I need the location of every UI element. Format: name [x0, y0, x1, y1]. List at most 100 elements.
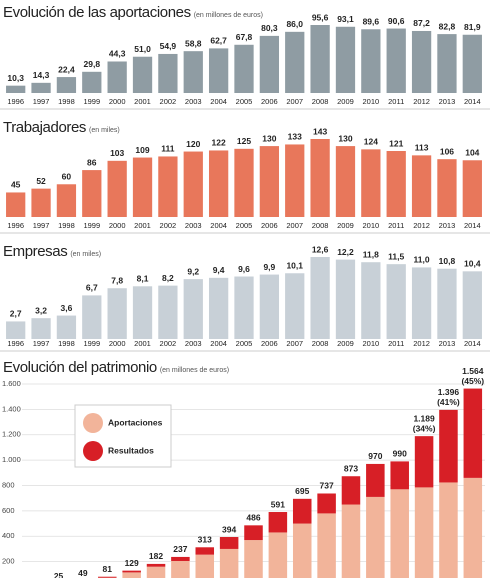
bar: [411, 30, 432, 93]
bar: [462, 271, 482, 339]
x-tick-label: 2012: [413, 221, 430, 230]
total-label: 394: [222, 524, 236, 534]
bar: [56, 315, 77, 339]
chart-subtitle: (en millones de euros): [160, 367, 229, 374]
value-label: 80,3: [261, 23, 278, 33]
bar-segment: [171, 556, 190, 561]
value-label: 51,0: [134, 44, 151, 54]
value-label: 125: [237, 136, 251, 146]
x-tick-label: 1997: [33, 339, 50, 348]
bar: [132, 157, 153, 217]
value-label: 113: [415, 143, 429, 153]
x-tick-label: 2009: [337, 97, 354, 106]
value-label: 22,4: [58, 64, 75, 74]
bar: [158, 156, 178, 217]
value-label: 10,8: [439, 256, 456, 266]
x-tick-label: 2014: [464, 339, 481, 348]
x-tick-label: 2011: [388, 221, 404, 230]
total-label: 81: [103, 564, 113, 574]
bar: [361, 262, 381, 339]
bar-segment: [414, 436, 434, 488]
x-tick-label: 2008: [312, 97, 329, 106]
x-tick-label: 2002: [160, 339, 177, 348]
bar: [208, 150, 229, 217]
value-label: 29,8: [84, 59, 101, 69]
chart-subtitle: (en millones de euros): [194, 12, 263, 19]
bar: [259, 146, 280, 217]
bar: [132, 56, 153, 93]
total-label: 737: [320, 481, 334, 491]
value-label: 93,1: [337, 14, 354, 24]
bar: [310, 257, 330, 339]
bar: [31, 188, 51, 217]
chart-title: Trabajadores: [3, 119, 86, 136]
bar: [259, 274, 280, 339]
value-label: 45: [11, 180, 21, 190]
total-label: 990: [393, 449, 407, 459]
legend-label: Resultados: [108, 445, 154, 455]
x-tick-label: 2000: [109, 221, 126, 230]
value-label: 44,3: [109, 49, 126, 59]
bar: [56, 184, 77, 217]
total-label: 591: [271, 499, 285, 509]
value-label: 130: [338, 133, 352, 143]
value-label: 143: [313, 126, 327, 136]
bar-segment: [390, 489, 409, 578]
x-tick-label: 2003: [185, 339, 202, 348]
x-tick-label: 2005: [236, 221, 253, 230]
total-label: 486: [246, 513, 260, 523]
x-tick-label: 2007: [286, 221, 303, 230]
x-tick-label: 2008: [312, 221, 329, 230]
chart-title: Empresas: [3, 243, 67, 260]
value-label: 133: [288, 132, 302, 142]
x-tick-label: 2008: [312, 339, 329, 348]
total-label: 1.396: [438, 387, 460, 397]
bar: [183, 151, 203, 217]
bar-segment: [341, 476, 361, 505]
total-label: 970: [368, 451, 382, 461]
value-label: 58,8: [185, 38, 202, 48]
total-label: 1.189: [413, 413, 435, 423]
total-label: 182: [149, 551, 163, 561]
value-label: 12,6: [312, 244, 329, 254]
value-label: 6,7: [86, 283, 98, 293]
value-label: 86: [87, 157, 97, 167]
bar-segment: [317, 513, 336, 578]
x-tick-label: 1999: [83, 339, 100, 348]
bar-segment: [268, 512, 288, 533]
value-label: 10,4: [464, 259, 481, 269]
value-label: 14,3: [33, 70, 50, 80]
x-tick-label: 2005: [236, 97, 253, 106]
x-tick-label: 2002: [160, 221, 177, 230]
bar: [132, 286, 153, 339]
x-tick-label: 2005: [236, 339, 253, 348]
x-tick-label: 2011: [388, 339, 404, 348]
value-label: 3,6: [61, 303, 73, 313]
x-tick-label: 2010: [362, 221, 379, 230]
bar-segment: [122, 572, 141, 578]
bar: [259, 35, 280, 93]
value-label: 9,4: [213, 265, 225, 275]
x-tick-label: 2001: [134, 221, 151, 230]
value-label: 10,1: [286, 261, 303, 271]
value-label: 9,2: [187, 266, 199, 276]
x-tick-label: 2013: [439, 339, 456, 348]
bar: [6, 321, 26, 339]
bar-segment: [292, 523, 312, 578]
bar: [31, 82, 51, 93]
chart-title: Evolución de las aportaciones: [3, 4, 191, 21]
value-label: 86,0: [286, 19, 303, 29]
bar-segment: [463, 388, 483, 478]
bar: [183, 51, 203, 93]
value-label: 8,2: [162, 273, 174, 283]
bar: [285, 273, 305, 339]
value-label: 10,3: [7, 73, 24, 83]
bar: [335, 259, 356, 339]
value-label: 106: [440, 146, 454, 156]
value-label: 52: [36, 176, 46, 186]
bar: [361, 149, 381, 217]
value-label: 82,8: [439, 21, 456, 31]
value-label: 11,8: [363, 249, 379, 259]
bar: [82, 71, 102, 93]
y-tick-label: 1.400: [2, 404, 21, 413]
